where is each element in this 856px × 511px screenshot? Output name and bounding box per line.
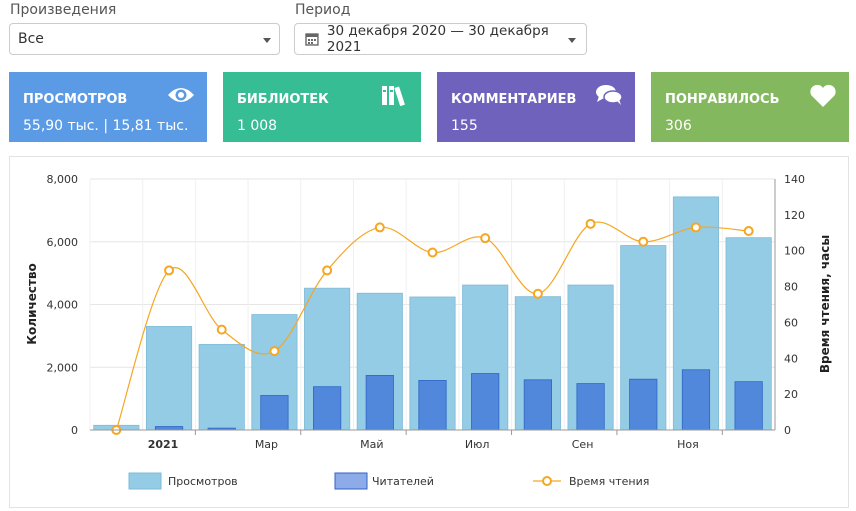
views-card-value: 55,90 тыс. | 15,81 тыс.: [23, 118, 189, 134]
legend-label-reading-time: Время чтения: [569, 475, 649, 488]
period-filter-label: Период: [295, 2, 351, 18]
comments-icon: [595, 84, 623, 110]
readers-bar: [576, 383, 605, 431]
books-icon: [381, 84, 409, 110]
comments-card-title: КОММЕНТАРИЕВ: [451, 92, 577, 107]
legend-label-readers: Читателей: [372, 475, 434, 488]
calendar-icon: [305, 33, 319, 46]
y2-tick-label: 100: [784, 245, 805, 258]
reading-time-point: [427, 247, 438, 258]
y-tick-label: 6,000: [47, 236, 79, 249]
views-card: ПРОСМОТРОВ 55,90 тыс. | 15,81 тыс.: [9, 72, 207, 142]
readers-bar: [734, 381, 763, 431]
y-tick-label: 8,000: [47, 173, 79, 186]
works-filter-label: Произведения: [10, 2, 117, 18]
readers-bar: [629, 378, 658, 431]
libraries-card-value: 1 008: [237, 118, 278, 134]
x-tick-label: Май: [360, 438, 383, 451]
views-bar: [145, 326, 193, 431]
reading-time-point: [690, 222, 701, 233]
y2-tick-label: 80: [784, 281, 798, 294]
views-bar: [198, 343, 245, 431]
chevron-down-icon: [263, 38, 271, 43]
comments-card: КОММЕНТАРИЕВ 155: [437, 72, 635, 142]
likes-card-title: ПОНРАВИЛОСЬ: [665, 92, 780, 107]
x-tick-label: Сен: [572, 438, 594, 451]
readers-bar: [523, 379, 552, 431]
reading-time-point: [374, 222, 385, 233]
y2-tick-label: 0: [784, 424, 791, 437]
y-tick-label: 4,000: [47, 299, 79, 312]
likes-card-value: 306: [665, 118, 692, 134]
y2-tick-label: 60: [784, 316, 798, 329]
chart-container: [9, 156, 849, 508]
chevron-down-icon: [568, 38, 576, 43]
x-tick-label: Мар: [255, 438, 278, 451]
likes-card: ПОНРАВИЛОСЬ 306: [651, 72, 849, 142]
comments-card-value: 155: [451, 118, 478, 134]
reading-time-point: [322, 265, 333, 276]
reading-time-point: [164, 265, 175, 276]
legend-point-reading-time: [542, 476, 552, 486]
reading-time-point: [216, 324, 227, 335]
heart-icon: [809, 84, 837, 112]
y2-axis-label: Время чтения, часы: [818, 235, 832, 373]
y-tick-label: 0: [71, 424, 78, 437]
readers-bar: [681, 369, 711, 431]
libraries-card-title: БИБЛИОТЕК: [237, 92, 329, 107]
works-select-value: Все: [18, 31, 44, 47]
legend-swatch-views: [128, 472, 162, 490]
reading-time-points: [111, 218, 754, 435]
views-bars: [93, 196, 772, 431]
reading-time-point: [532, 288, 543, 299]
y-axis-label: Количество: [25, 263, 39, 345]
reading-time-point: [743, 225, 754, 236]
reading-time-point: [480, 233, 491, 244]
reading-time-point: [638, 236, 649, 247]
y2-tick-label: 20: [784, 388, 798, 401]
views-card-title: ПРОСМОТРОВ: [23, 92, 128, 107]
works-select[interactable]: Все: [9, 23, 280, 55]
readers-bar: [154, 426, 184, 431]
readers-bar: [471, 373, 500, 431]
period-select-value: 30 декабря 2020 — 30 декабря 2021: [326, 23, 549, 55]
y2-tick-label: 140: [784, 173, 805, 186]
readers-bar: [365, 375, 394, 431]
readers-bar: [418, 380, 447, 431]
reading-time-point: [269, 346, 280, 357]
y2-tick-label: 120: [784, 209, 805, 222]
period-select[interactable]: 30 декабря 2020 — 30 декабря 2021: [294, 23, 587, 55]
x-tick-label: Ноя: [677, 438, 699, 451]
reading-time-line: [115, 221, 749, 431]
y2-tick-label: 40: [784, 352, 798, 365]
chart-axes: 0 2,000 4,000 6,000 8,000 0 20 40 60 80 100 120 140 2…: [47, 173, 806, 451]
libraries-card: БИБЛИОТЕК 1 008: [223, 72, 421, 142]
readers-bar: [260, 395, 289, 431]
legend-swatch-readers: [334, 472, 368, 490]
x-tick-label: Июл: [465, 438, 490, 451]
readers-bar: [313, 386, 342, 431]
chart-legend: Просмотров Читателей Время чтения: [128, 472, 649, 490]
x-tick-label: 2021: [148, 438, 179, 451]
legend-label-views: Просмотров: [168, 475, 238, 488]
y-tick-label: 2,000: [47, 361, 79, 374]
eye-icon: [167, 84, 195, 110]
reading-time-point: [585, 218, 596, 229]
